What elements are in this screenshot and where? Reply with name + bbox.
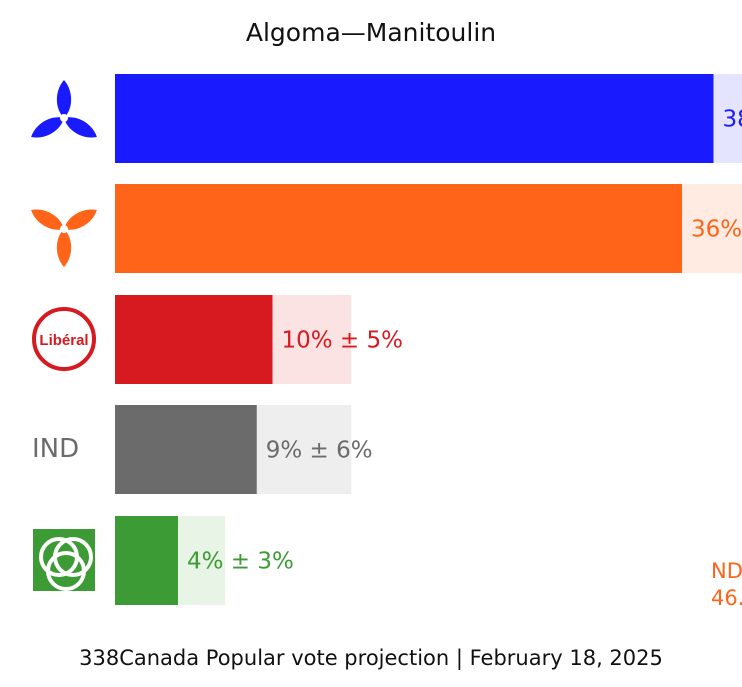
liberal-logo-ring <box>32 307 96 371</box>
green-bar <box>115 516 178 605</box>
pc-value-label: 38% ± 10% <box>723 107 742 133</box>
reference-label-line: 46. <box>711 586 742 610</box>
ind-bar <box>115 405 257 494</box>
green-logo-ring-bottom <box>46 551 86 591</box>
ind-label: IND <box>32 434 80 464</box>
green-logo-icon <box>33 529 95 591</box>
ndp-trillium-center <box>60 225 68 233</box>
chart-footer: 338Canada Popular vote projection | Febr… <box>79 646 663 670</box>
ndp-trillium-icon <box>23 178 116 274</box>
pc-trillium-shape <box>27 80 101 144</box>
ind-value-label: 9% ± 6% <box>266 438 373 464</box>
pc-trillium-icon <box>27 80 101 144</box>
pc-bar <box>115 74 714 163</box>
green-value-label: 4% ± 3% <box>187 549 294 575</box>
liberal-bar <box>115 295 273 384</box>
liberal-logo-text: Libéral <box>39 332 88 349</box>
pc-trillium-center <box>60 114 68 122</box>
ndp-value-label: 36% ± 10% <box>691 217 742 243</box>
chart-title: Algoma—Manitoulin <box>245 18 497 47</box>
liberal-value-label: 10% ± 5% <box>282 328 404 354</box>
ndp-bar <box>115 184 682 273</box>
ndp-trillium-shape <box>23 178 116 274</box>
liberal-logo-icon: Libéral <box>32 307 96 371</box>
reference-label-line: ND <box>711 559 742 583</box>
